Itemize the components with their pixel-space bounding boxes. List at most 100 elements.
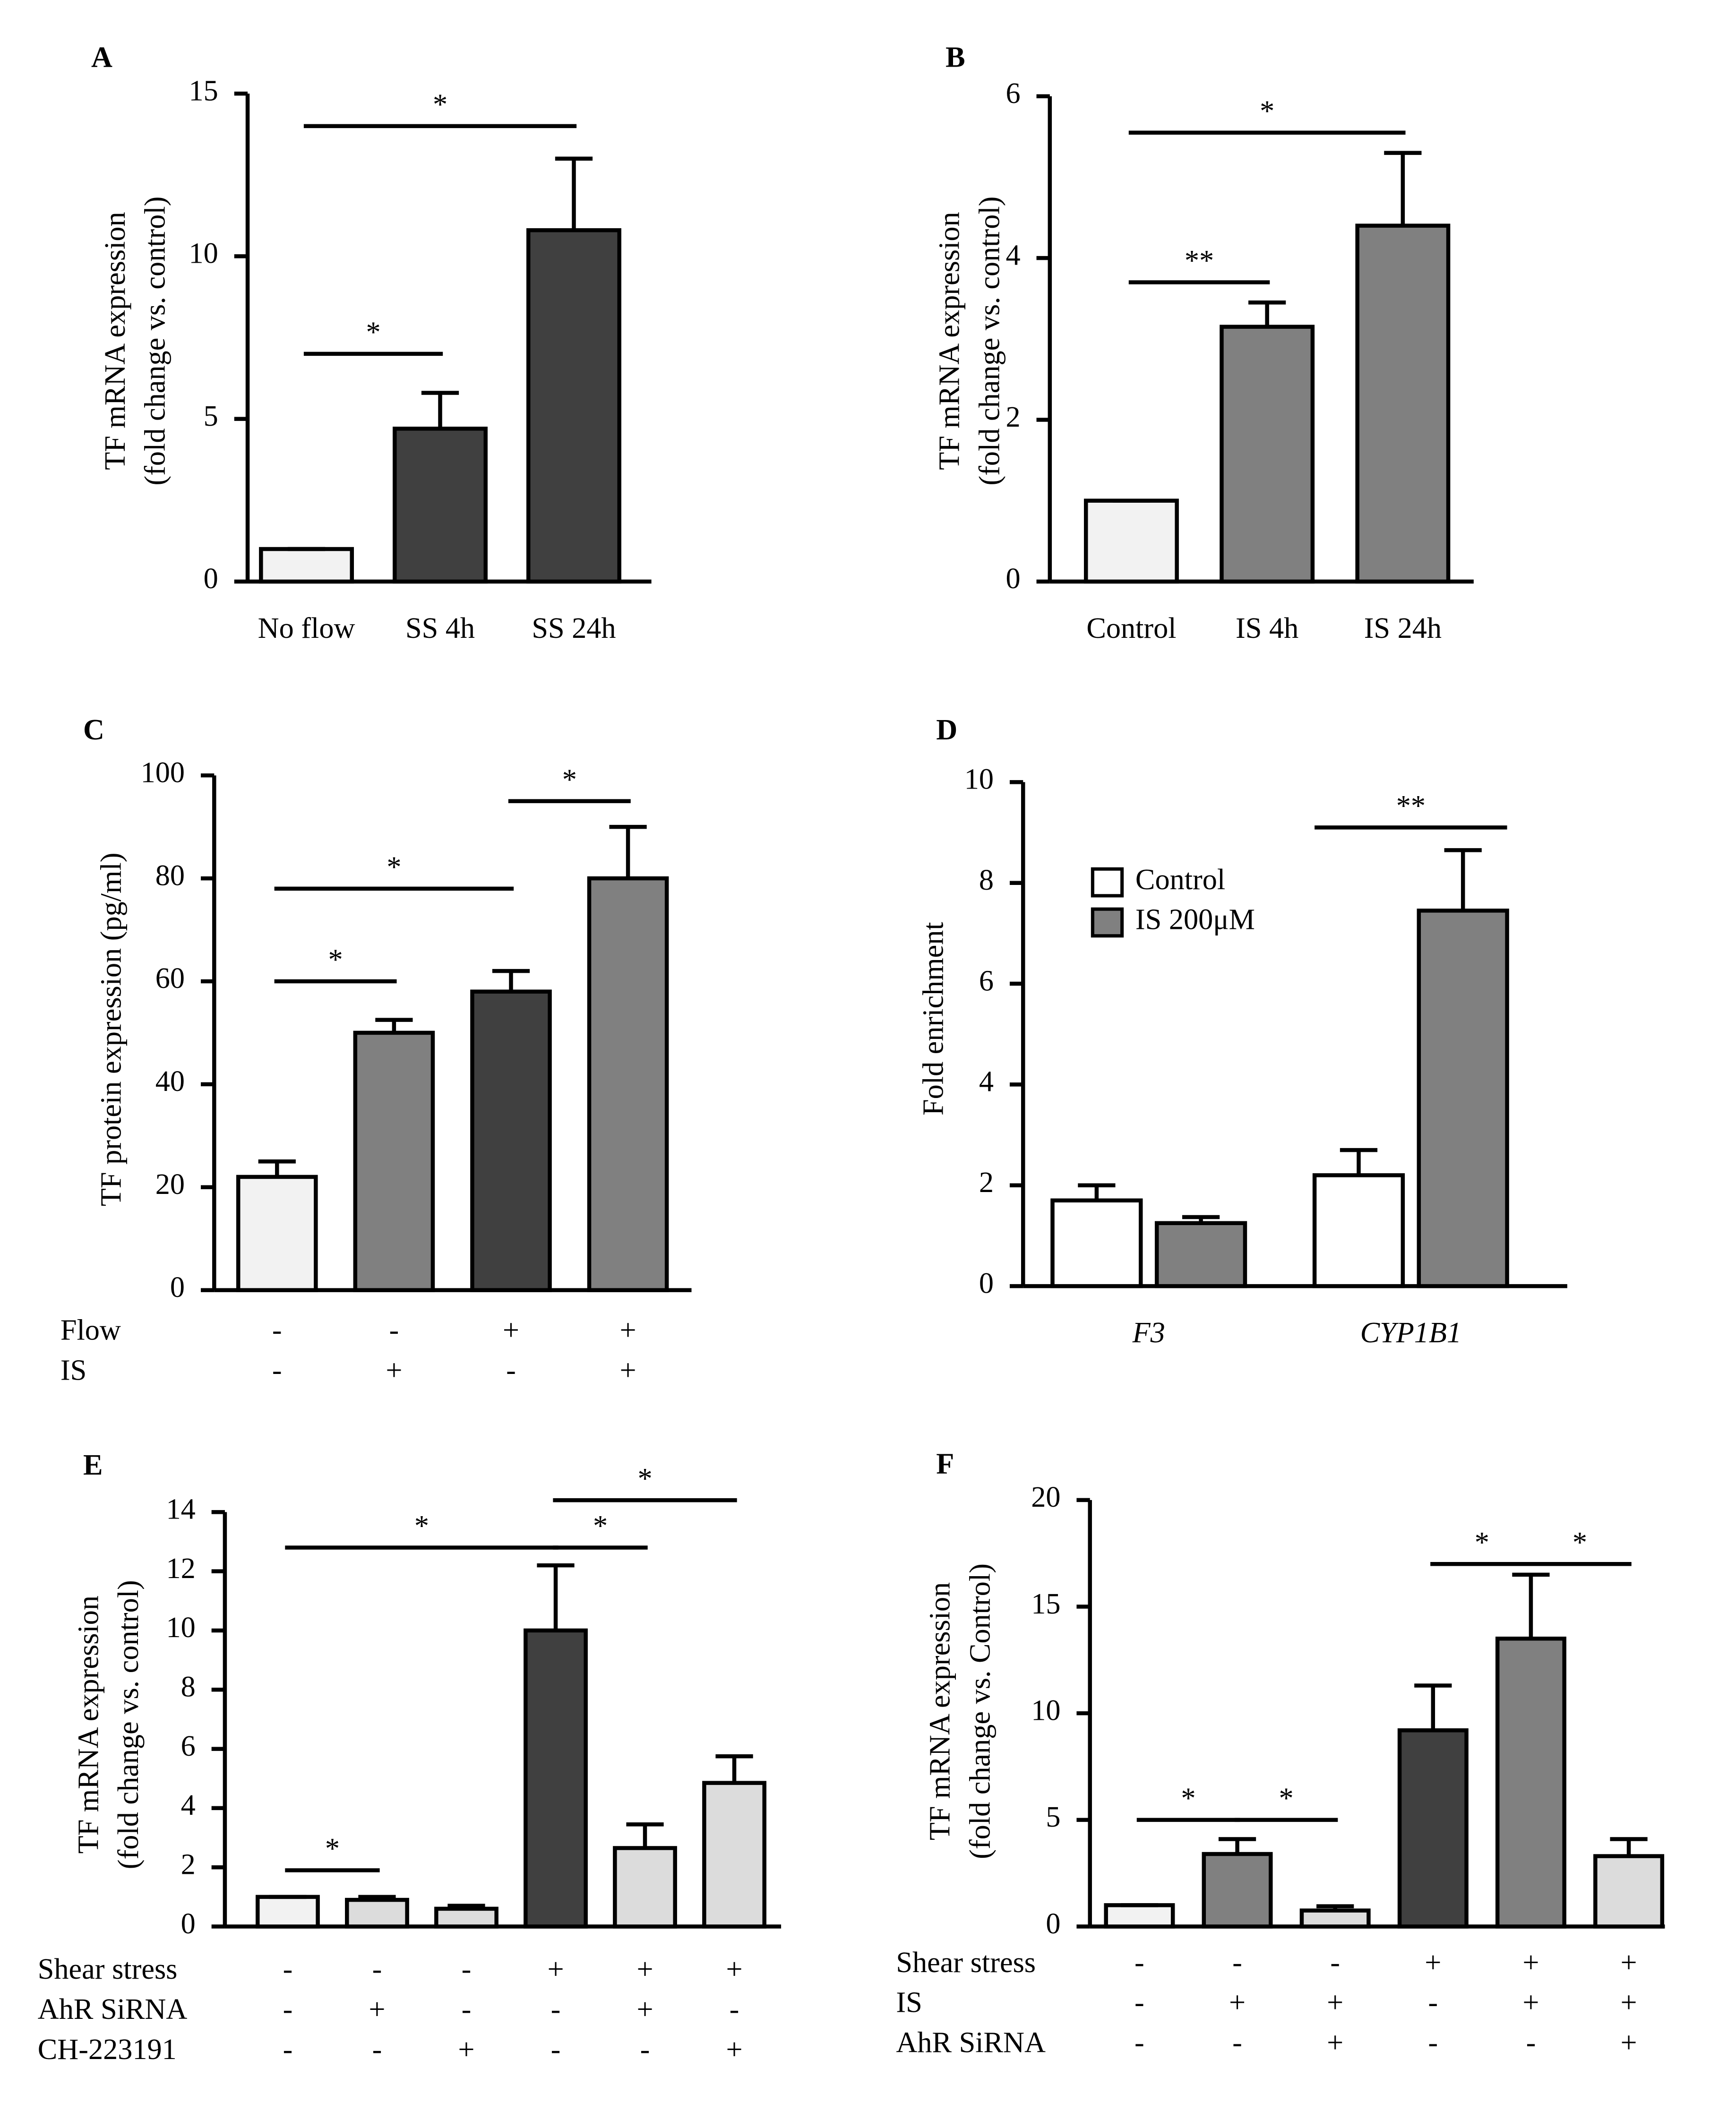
condition-value: + [1327,1987,1343,2019]
bar [236,1175,318,1292]
x-tick-label: SS 4h [405,612,475,644]
y-tick-label: 6 [181,1730,196,1762]
condition-name: Flow [60,1314,121,1346]
bar [1104,1903,1175,1929]
condition-value: - [283,1953,293,1985]
bar [1050,1198,1143,1288]
x-tick-label: No flow [258,612,355,644]
bar [526,228,621,584]
significance-label: * [593,1510,608,1542]
y-tick-label: 6 [979,965,994,997]
condition-value: + [620,1314,636,1346]
condition-name: Shear stress [38,1953,178,1985]
condition-value: + [1621,2027,1637,2059]
condition-value: - [1526,2027,1536,2059]
condition-value: - [551,1993,561,2025]
legend-swatch [1091,867,1124,898]
condition-value: + [620,1354,636,1386]
condition-value: - [462,1953,472,1985]
bar [1417,909,1509,1288]
significance-label: * [433,89,447,121]
condition-name: AhR SiRNA [896,2027,1046,2059]
condition-value: - [283,1993,293,2025]
y-tick-label: 4 [1006,239,1020,271]
condition-value: - [730,1993,739,2025]
significance-label: * [1181,1783,1195,1815]
condition-value: - [272,1354,282,1386]
y-tick-label: 0 [181,1908,196,1940]
condition-value: + [369,1993,385,2025]
significance-label: * [562,764,577,796]
significance-label: * [414,1510,429,1542]
condition-value: - [283,2034,293,2066]
x-tick-label: Control [1086,612,1176,644]
bar [1495,1636,1566,1929]
y-tick-label: 80 [155,859,185,892]
bar [1299,1908,1371,1929]
y-tick-label: 15 [1031,1588,1060,1620]
bar [393,427,488,584]
panel-label: C [83,714,104,746]
legend-label: IS 200μM [1135,904,1255,936]
condition-value: + [726,2034,742,2066]
y-tick-label: 14 [166,1493,195,1526]
y-tick-label: 12 [166,1553,195,1585]
y-tick-label: 4 [181,1789,196,1821]
condition-value: - [462,1993,472,2025]
significance-label: * [387,851,401,884]
y-axis-label: TF mRNA expression [934,212,966,470]
condition-value: + [503,1314,519,1346]
condition-value: + [1327,2027,1343,2059]
condition-value: - [506,1354,516,1386]
y-axis-label: (fold change vs. Control) [964,1563,997,1859]
y-tick-label: 10 [189,238,218,270]
bar [353,1030,435,1292]
y-tick-label: 20 [1031,1481,1060,1513]
condition-name: IS [60,1354,86,1386]
condition-value: - [1134,2027,1144,2059]
condition-name: CH-223191 [38,2034,177,2066]
condition-value: + [386,1354,402,1386]
y-tick-label: 2 [979,1167,994,1199]
legend-swatch [1091,907,1124,938]
bar [1397,1728,1469,1929]
bar [1312,1173,1405,1288]
y-axis-label: TF protein expression (pg/ml) [95,853,127,1207]
y-tick-label: 8 [181,1671,196,1703]
significance-label: * [366,317,380,349]
y-tick-label: 60 [155,962,185,995]
y-tick-label: 5 [1046,1801,1060,1833]
significance-label: ** [1396,790,1426,822]
legend-label: Control [1135,864,1225,896]
y-tick-label: 8 [979,864,994,896]
significance-label: * [637,1463,652,1495]
y-tick-label: 0 [979,1267,994,1299]
y-axis-label: (fold change vs. control) [112,1580,145,1869]
y-tick-label: 4 [979,1066,994,1098]
significance-label: * [1475,1527,1489,1559]
condition-name: AhR SiRNA [38,1993,188,2025]
y-tick-label: 10 [166,1612,195,1644]
y-axis-label: TF mRNA expression [924,1582,956,1840]
condition-name: Shear stress [896,1947,1036,1979]
x-tick-label: SS 24h [532,612,616,644]
bar [434,1906,498,1929]
condition-value: + [458,2034,474,2066]
bar [587,876,669,1292]
condition-name: IS [896,1987,922,2019]
condition-value: - [1330,1947,1340,1979]
condition-value: + [1621,1987,1637,2019]
condition-value: - [1428,1987,1438,2019]
bar [1154,1221,1247,1288]
bar [524,1628,588,1929]
significance-label: * [1260,95,1274,127]
bar [1593,1854,1665,1929]
significance-label: * [1279,1783,1294,1815]
panel-label: A [91,42,112,74]
condition-value: - [640,2034,650,2066]
condition-value: - [389,1314,399,1346]
panel-label: D [936,714,957,746]
condition-value: - [1428,2027,1438,2059]
condition-value: + [547,1953,564,1985]
condition-value: + [726,1953,742,1985]
